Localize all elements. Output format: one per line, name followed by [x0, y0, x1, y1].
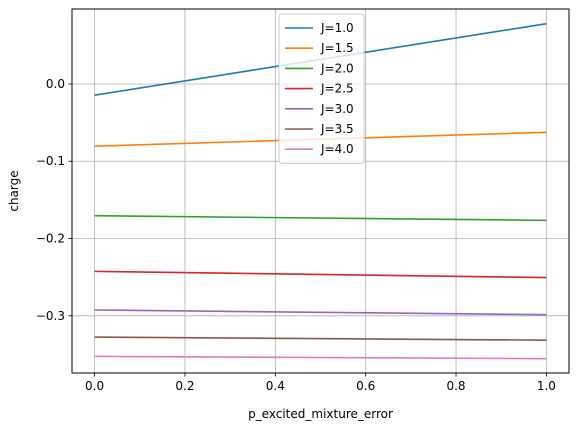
series-line-3 — [94, 214, 547, 222]
x-tick-label: 0.2 — [175, 379, 194, 393]
legend-label: J=3.0 — [320, 102, 354, 116]
y-tick-label: −0.2 — [36, 232, 65, 246]
series-line-4 — [94, 270, 547, 279]
y-axis-label: charge — [7, 170, 21, 211]
x-axis: 0.0 0.2 0.4 0.6 0.8 1.0 — [85, 373, 556, 393]
y-tick-label: −0.1 — [36, 154, 65, 168]
x-tick-label: 0.8 — [446, 379, 465, 393]
legend: J=1.0 J=1.5 J=2.0 J=2.5 J=3.0 J=3.5 J=4.0 — [278, 13, 365, 164]
legend-label: J=4.0 — [320, 142, 354, 156]
legend-label: J=2.5 — [320, 82, 354, 96]
x-axis-label: p_excited_mixture_error — [248, 407, 393, 421]
legend-label: J=1.5 — [320, 41, 354, 55]
y-tick-label: 0.0 — [46, 77, 65, 91]
legend-box — [278, 13, 365, 164]
y-tick-label: −0.3 — [36, 309, 65, 323]
x-tick-label: 1.0 — [537, 379, 556, 393]
x-tick-label: 0.4 — [266, 379, 285, 393]
legend-label: J=2.0 — [320, 61, 354, 75]
y-axis: 0.0 −0.1 −0.2 −0.3 — [36, 77, 72, 323]
series-line-6 — [94, 336, 547, 341]
legend-label: J=1.0 — [320, 21, 354, 35]
plot-frame — [71, 8, 570, 374]
legend-label: J=3.5 — [320, 122, 354, 136]
x-tick-label: 0.6 — [356, 379, 375, 393]
x-tick-label: 0.0 — [85, 379, 104, 393]
series-line-7 — [94, 355, 547, 360]
series-line-5 — [94, 309, 547, 316]
